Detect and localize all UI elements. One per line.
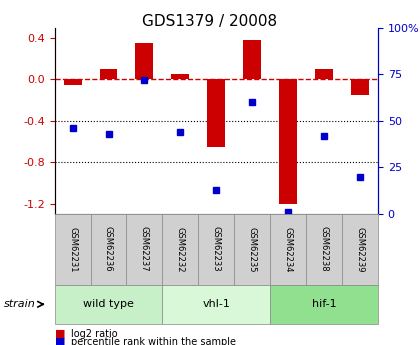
Text: GSM62233: GSM62233 [212, 226, 221, 272]
Text: ■: ■ [55, 329, 65, 338]
Text: vhl-1: vhl-1 [202, 299, 230, 309]
Text: log2 ratio: log2 ratio [71, 329, 118, 338]
Bar [243, 40, 261, 79]
Text: hif-1: hif-1 [312, 299, 336, 309]
Text: GSM62237: GSM62237 [140, 226, 149, 272]
Text: strain: strain [4, 299, 36, 309]
Bar [171, 74, 189, 79]
Text: GSM62234: GSM62234 [284, 227, 293, 272]
Text: wild type: wild type [83, 299, 134, 309]
Text: GSM62239: GSM62239 [356, 227, 365, 272]
Text: ■: ■ [55, 337, 65, 345]
Text: GSM62235: GSM62235 [248, 227, 257, 272]
Text: GDS1379 / 20008: GDS1379 / 20008 [142, 14, 278, 29]
Text: GSM62238: GSM62238 [320, 226, 328, 272]
Text: GSM62236: GSM62236 [104, 226, 113, 272]
Bar [63, 79, 81, 85]
Bar [351, 79, 369, 95]
Bar [100, 69, 118, 79]
Bar [315, 69, 333, 79]
Bar [279, 79, 297, 204]
Text: GSM62232: GSM62232 [176, 227, 185, 272]
Bar [207, 79, 225, 147]
Text: percentile rank within the sample: percentile rank within the sample [71, 337, 236, 345]
Text: GSM62231: GSM62231 [68, 227, 77, 272]
Bar [135, 43, 153, 79]
